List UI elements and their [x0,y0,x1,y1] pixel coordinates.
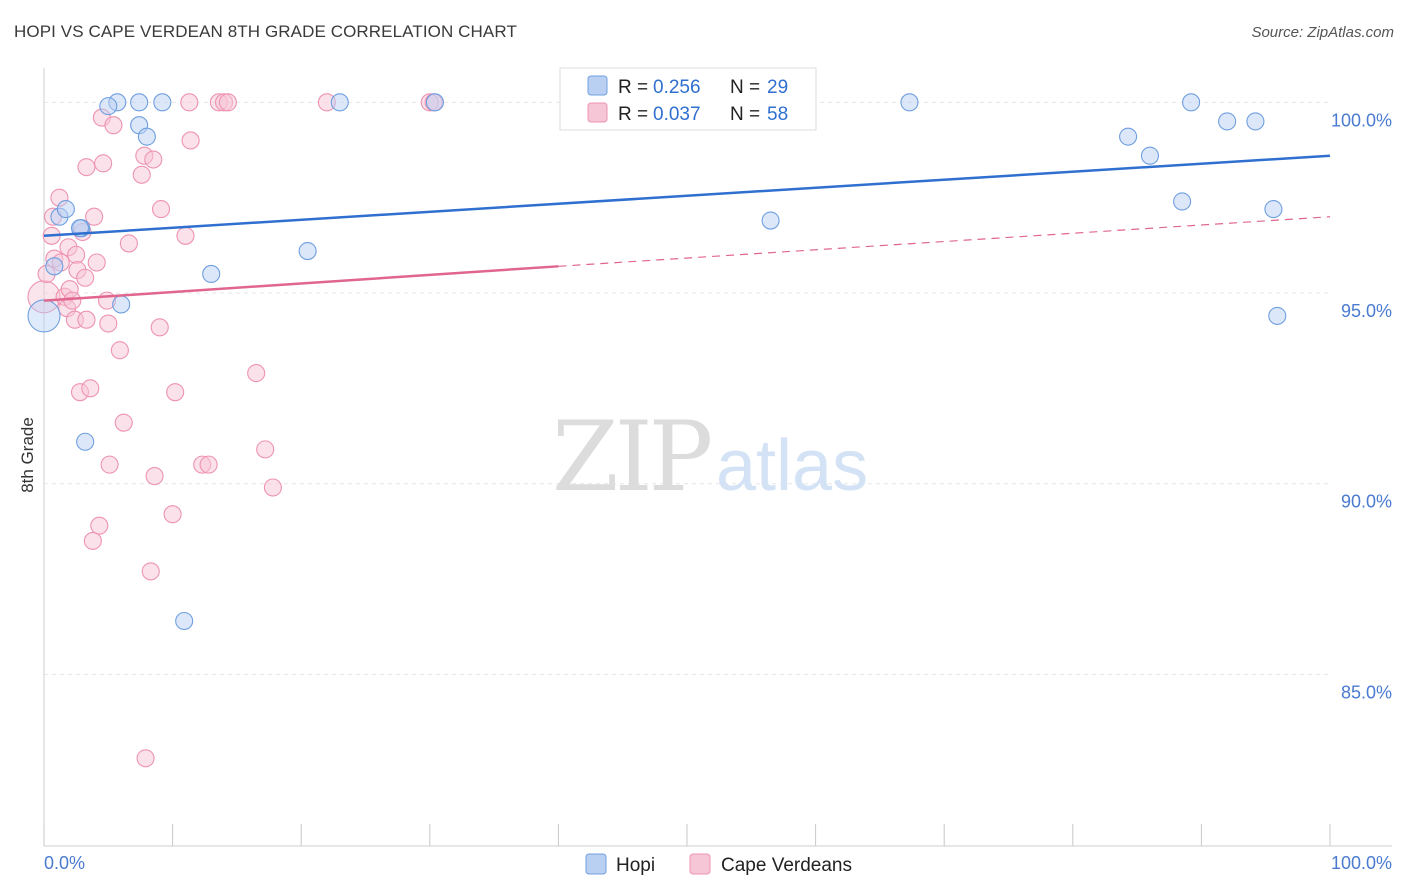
series-legend-swatch-hopi [585,853,607,875]
legend-r-label-cape: R = [618,104,648,125]
watermark-atlas: atlas [716,426,868,506]
series-legend: Hopi Cape Verdeans [585,853,852,876]
x-tick-label-right: 100.0% [1331,853,1392,873]
hopi-point-7 [112,295,131,314]
cape-point-34 [132,165,151,184]
trend-lines [43,154,1331,302]
grid-lines [44,101,1330,675]
hopi-point-25 [1246,112,1265,131]
cape-point-53 [263,478,282,497]
cape-point-19 [77,158,96,177]
cape-point-47 [199,455,218,474]
watermark: ZIP atlas [552,401,868,513]
cape-trend-line-extension [558,216,1331,267]
stats-legend: R = 0.256 N = 29 R = 0.037 N = 58 [559,67,817,131]
cape-point-43 [176,226,195,245]
cape-point-21 [83,531,102,550]
cape-point-39 [150,318,169,337]
watermark-zip: ZIP [552,401,711,513]
legend-r-label-hopi: R = [618,77,648,98]
cape-point-26 [94,154,113,173]
hopi-point-3 [56,200,75,219]
hopi-trend-line [43,154,1331,238]
hopi-point-11 [137,127,156,146]
legend-r-value-hopi: 0.256 [653,77,701,98]
y-tick-labels: 100.0% 95.0% 90.0% 85.0% [1331,110,1392,702]
series-legend-label-hopi: Hopi [616,855,655,876]
legend-n-value-cape: 58 [767,104,788,125]
chart-title: HOPI VS CAPE VERDEAN 8TH GRADE CORRELATI… [14,22,517,41]
cape-point-50 [218,93,237,112]
cape-verdeans-points [27,93,443,768]
cape-point-36 [141,562,160,581]
cape-point-51 [247,364,266,383]
hopi-point-0 [27,299,61,333]
hopi-point-23 [1182,93,1201,112]
hopi-point-17 [425,93,444,112]
cape-point-45 [180,93,199,112]
cape-point-52 [256,440,275,459]
hopi-point-14 [202,264,221,283]
cape-point-11 [63,291,82,310]
hopi-point-27 [1268,306,1287,325]
cape-point-57 [136,749,155,768]
cape-point-30 [104,116,123,135]
cape-point-38 [145,467,164,486]
cape-point-41 [163,505,182,524]
hopi-point-19 [900,93,919,112]
cape-point-40 [151,200,171,219]
legend-swatch-cape [587,102,608,123]
hopi-point-9 [130,93,149,112]
cape-trend-line [43,265,559,302]
legend-swatch-hopi [587,75,608,96]
cape-point-32 [114,413,133,432]
y-axis-label: 8th Grade [18,417,37,493]
cape-point-37 [144,150,163,169]
hopi-point-18 [761,211,780,230]
hopi-point-26 [1264,200,1283,219]
hopi-point-22 [1173,192,1192,211]
hopi-points [27,93,1287,631]
cape-point-42 [166,383,185,402]
hopi-point-12 [153,93,172,112]
cape-point-44 [181,131,200,150]
hopi-point-15 [298,242,317,261]
hopi-point-20 [1119,127,1138,146]
axes [43,68,1392,847]
hopi-point-1 [45,257,64,276]
series-legend-swatch-cape [689,853,711,875]
cape-point-24 [90,516,109,535]
cape-point-29 [100,455,119,474]
hopi-point-21 [1140,146,1160,165]
hopi-point-16 [330,93,349,112]
cape-point-20 [81,379,100,398]
x-ticks [43,824,1331,846]
cape-point-33 [119,234,138,253]
x-tick-label-left: 0.0% [44,853,85,873]
hopi-point-8 [99,97,118,116]
cape-point-13 [67,245,86,264]
y-tick-label-3: 85.0% [1341,682,1392,702]
cape-point-23 [87,253,106,272]
cape-point-31 [110,341,129,360]
hopi-point-13 [175,611,194,631]
y-tick-label-2: 90.0% [1341,492,1392,512]
hopi-point-24 [1218,112,1237,131]
legend-n-label-hopi: N = [730,77,760,98]
cape-point-18 [77,310,96,329]
cape-point-22 [85,207,104,226]
y-tick-label-1: 95.0% [1341,301,1392,321]
legend-n-label-cape: N = [730,104,760,125]
legend-r-value-cape: 0.037 [653,104,701,125]
series-legend-label-cape: Cape Verdeans [721,855,852,876]
source-label: Source: ZipAtlas.com [1251,24,1394,41]
cape-point-17 [76,268,95,287]
legend-n-value-hopi: 29 [767,77,788,98]
hopi-point-5 [76,432,95,451]
cape-point-28 [99,314,118,333]
y-tick-label-0: 100.0% [1331,110,1392,130]
